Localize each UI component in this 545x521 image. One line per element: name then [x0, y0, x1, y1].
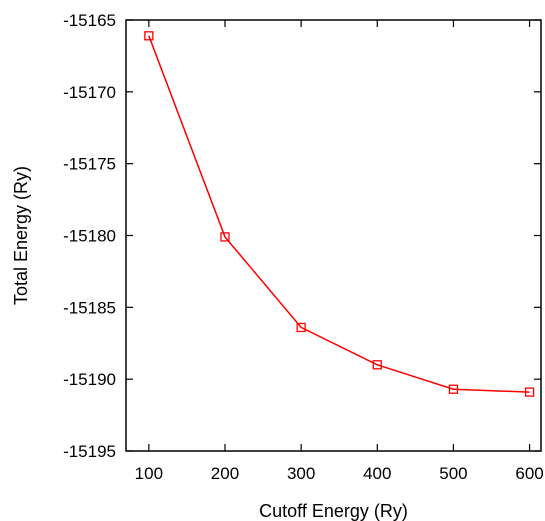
- axis-ticks: [126, 19, 541, 452]
- x-tick-label: 200: [211, 464, 239, 483]
- y-tick-label: -15185: [63, 298, 116, 317]
- data-point-marker: [144, 31, 154, 41]
- data-point-marker: [296, 322, 306, 333]
- y-tick-label: -15180: [63, 227, 116, 246]
- x-tick-label: 100: [135, 464, 163, 483]
- series-line: [148, 35, 530, 393]
- y-tick-label: -15170: [63, 83, 116, 102]
- plot-frame: [125, 19, 542, 452]
- axis-tick-labels: -15165 -15170 -15175 -15180 -15185 -15190 -151…: [63, 11, 544, 483]
- x-tick-label: 400: [363, 464, 391, 483]
- x-tick-label: 600: [515, 464, 543, 483]
- data-point-marker: [448, 384, 459, 394]
- y-tick-label: -15165: [63, 11, 116, 30]
- data-point-marker: [524, 387, 535, 397]
- y-tick-label: -15175: [63, 155, 116, 174]
- data-point-marker: [372, 360, 382, 370]
- y-tick-label: -15195: [63, 442, 116, 461]
- x-axis-label: Cutoff Energy (Ry): [259, 501, 408, 521]
- y-axis-label: Total Energy (Ry): [11, 166, 31, 305]
- series-layer: [144, 31, 535, 397]
- x-tick-label: 300: [287, 464, 315, 483]
- data-point-marker: [220, 232, 230, 242]
- x-tick-label: 500: [439, 464, 467, 483]
- y-tick-label: -15190: [63, 370, 116, 389]
